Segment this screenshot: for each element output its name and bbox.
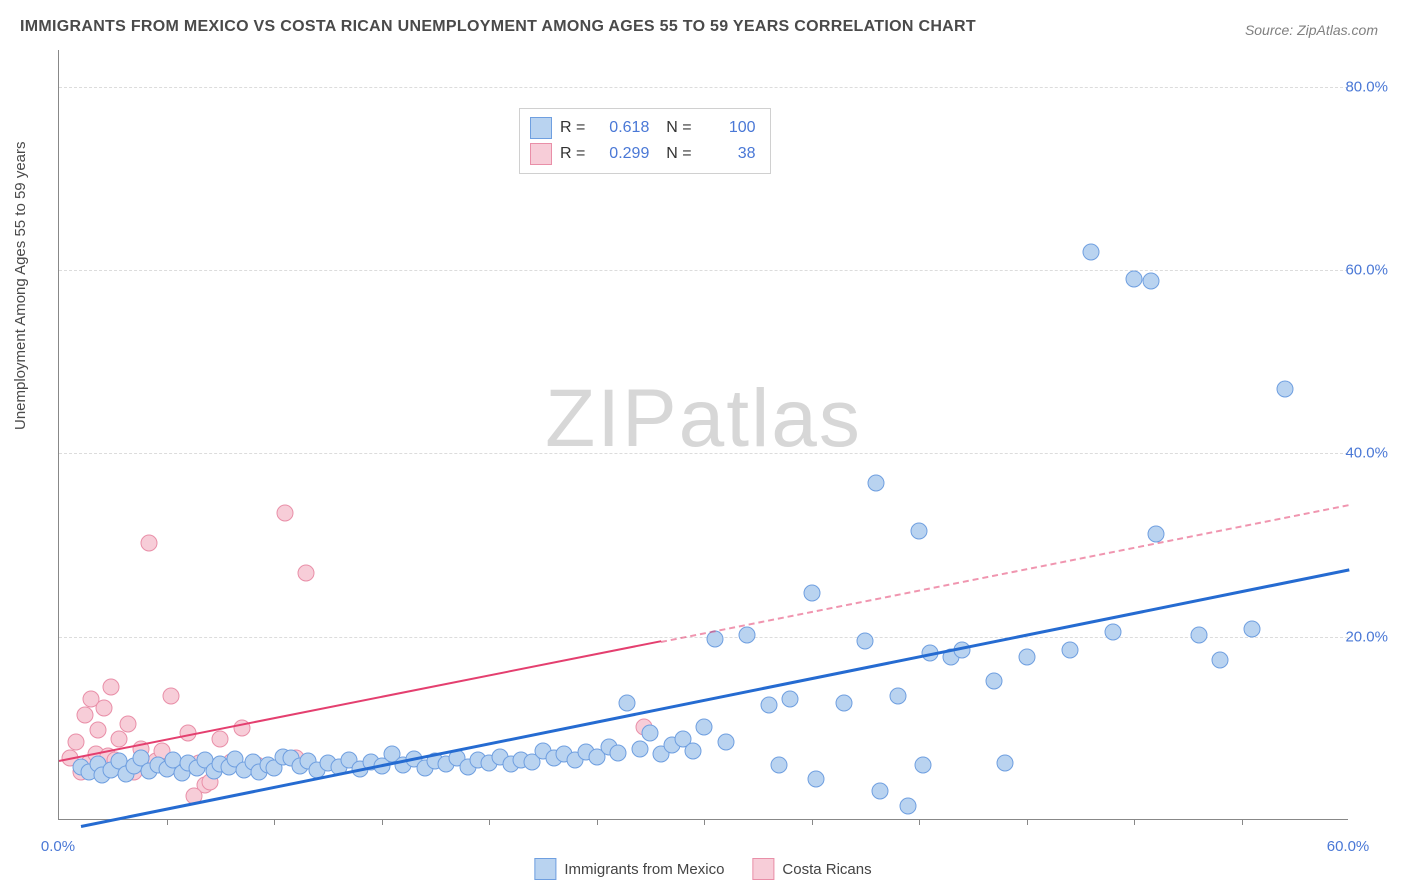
- r-value-costarica: 0.299: [593, 145, 649, 163]
- scatter-point: [298, 564, 315, 581]
- scatter-point: [889, 688, 906, 705]
- scatter-point: [997, 755, 1014, 772]
- correlation-legend: R = 0.618 N = 100 R = 0.299 N = 38: [519, 108, 771, 174]
- watermark: ZIPatlas: [545, 372, 862, 466]
- scatter-point: [631, 740, 648, 757]
- series-legend: Immigrants from Mexico Costa Ricans: [534, 858, 871, 880]
- scatter-point: [162, 688, 179, 705]
- scatter-point: [642, 724, 659, 741]
- x-tick-mark: [1242, 819, 1243, 825]
- scatter-point: [900, 798, 917, 815]
- x-tick-mark: [812, 819, 813, 825]
- scatter-point: [119, 715, 136, 732]
- scatter-point: [96, 700, 113, 717]
- scatter-point: [1126, 271, 1143, 288]
- y-tick-label: 40.0%: [1345, 445, 1388, 462]
- x-tick-mark: [704, 819, 705, 825]
- scatter-point: [868, 474, 885, 491]
- x-tick-mark: [489, 819, 490, 825]
- scatter-point: [803, 584, 820, 601]
- scatter-point: [807, 770, 824, 787]
- gridline: [59, 270, 1348, 271]
- scatter-point: [835, 694, 852, 711]
- x-tick-label: 0.0%: [41, 838, 75, 855]
- scatter-point: [857, 633, 874, 650]
- legend-row-mexico: R = 0.618 N = 100: [530, 115, 756, 141]
- scatter-point: [89, 722, 106, 739]
- plot-area: ZIPatlas R = 0.618 N = 100 R = 0.299 N =…: [58, 50, 1348, 820]
- legend-row-costarica: R = 0.299 N = 38: [530, 141, 756, 167]
- trend-line: [80, 568, 1349, 828]
- swatch-pink: [530, 143, 552, 165]
- scatter-point: [911, 523, 928, 540]
- x-tick-mark: [274, 819, 275, 825]
- scatter-point: [1143, 273, 1160, 290]
- n-value-costarica: 38: [700, 145, 756, 163]
- r-value-mexico: 0.618: [593, 119, 649, 137]
- y-tick-label: 80.0%: [1345, 78, 1388, 95]
- y-tick-label: 20.0%: [1345, 628, 1388, 645]
- x-tick-mark: [597, 819, 598, 825]
- scatter-point: [1061, 642, 1078, 659]
- scatter-point: [141, 535, 158, 552]
- scatter-point: [872, 782, 889, 799]
- x-tick-mark: [382, 819, 383, 825]
- scatter-point: [618, 694, 635, 711]
- scatter-point: [739, 626, 756, 643]
- gridline: [59, 453, 1348, 454]
- scatter-point: [76, 706, 93, 723]
- scatter-point: [760, 697, 777, 714]
- scatter-point: [1276, 381, 1293, 398]
- source-label: Source: ZipAtlas.com: [1245, 22, 1378, 38]
- scatter-point: [986, 672, 1003, 689]
- scatter-point: [1104, 624, 1121, 641]
- y-tick-label: 60.0%: [1345, 262, 1388, 279]
- scatter-point: [696, 718, 713, 735]
- x-tick-mark: [919, 819, 920, 825]
- scatter-point: [1212, 651, 1229, 668]
- scatter-point: [771, 757, 788, 774]
- swatch-blue: [530, 117, 552, 139]
- chart-title: IMMIGRANTS FROM MEXICO VS COSTA RICAN UN…: [20, 18, 976, 36]
- scatter-point: [102, 679, 119, 696]
- legend-label-mexico: Immigrants from Mexico: [564, 861, 724, 878]
- x-tick-mark: [1027, 819, 1028, 825]
- scatter-point: [276, 504, 293, 521]
- legend-item-mexico: Immigrants from Mexico: [534, 858, 724, 880]
- swatch-pink-icon: [752, 858, 774, 880]
- scatter-point: [1018, 648, 1035, 665]
- scatter-point: [915, 757, 932, 774]
- scatter-point: [782, 691, 799, 708]
- gridline: [59, 87, 1348, 88]
- y-axis-label: Unemployment Among Ages 55 to 59 years: [12, 141, 29, 430]
- scatter-point: [610, 745, 627, 762]
- x-tick-mark: [1134, 819, 1135, 825]
- scatter-point: [1147, 526, 1164, 543]
- scatter-point: [111, 731, 128, 748]
- scatter-point: [1190, 626, 1207, 643]
- scatter-point: [717, 734, 734, 751]
- legend-item-costarica: Costa Ricans: [752, 858, 871, 880]
- x-tick-mark: [167, 819, 168, 825]
- n-value-mexico: 100: [700, 119, 756, 137]
- scatter-point: [685, 743, 702, 760]
- swatch-blue-icon: [534, 858, 556, 880]
- scatter-point: [1244, 621, 1261, 638]
- scatter-point: [68, 734, 85, 751]
- scatter-point: [212, 731, 229, 748]
- gridline: [59, 637, 1348, 638]
- x-tick-label: 60.0%: [1327, 838, 1370, 855]
- trend-line: [59, 641, 661, 763]
- scatter-point: [1083, 243, 1100, 260]
- legend-label-costarica: Costa Ricans: [782, 861, 871, 878]
